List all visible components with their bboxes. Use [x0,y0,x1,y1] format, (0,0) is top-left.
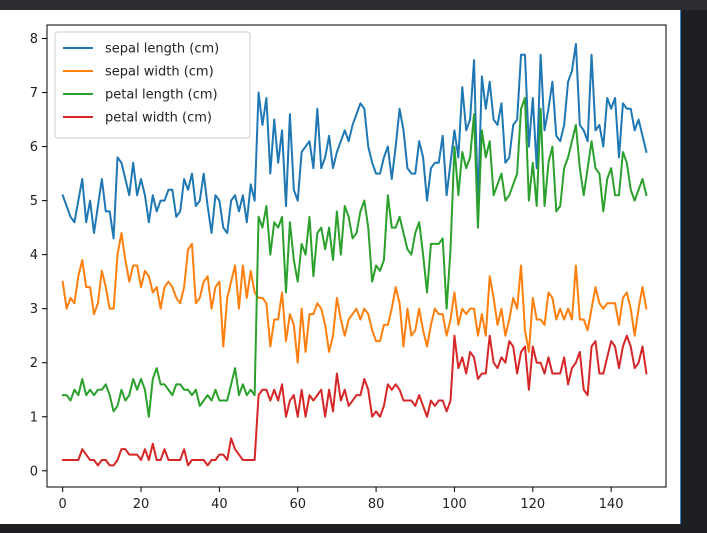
x-axis: 0 20 40 60 80 100 120 140 [59,487,624,512]
y-tick-label-7: 7 [30,86,38,101]
x-tick-label-5: 100 [442,497,467,512]
legend-label-2: petal length (cm) [105,88,218,103]
legend-label-1: sepal width (cm) [105,65,214,80]
right-margin [681,10,707,533]
y-tick-label-5: 5 [30,194,38,209]
series-line-1 [61,232,648,364]
y-tick-label-0: 0 [30,464,38,479]
x-tick-label-6: 120 [520,497,545,512]
legend-label-0: sepal length (cm) [105,42,219,57]
x-tick-label-1: 20 [133,497,150,512]
x-tick-label-4: 80 [368,497,385,512]
y-tick-label-2: 2 [30,356,38,371]
x-tick-label-7: 140 [599,497,624,512]
y-tick-label-1: 1 [30,410,38,425]
y-tick-label-8: 8 [30,32,38,47]
x-tick-label-2: 40 [211,497,228,512]
legend-label-3: petal width (cm) [105,111,212,126]
x-tick-label-0: 0 [59,497,67,512]
legend: sepal length (cm) sepal width (cm) petal l… [54,31,251,139]
y-tick-label-6: 6 [30,140,38,155]
x-tick-label-3: 60 [289,497,306,512]
legend-box [54,31,251,139]
window-top-bar [0,0,707,10]
series-layer [61,42,648,467]
series-line-3 [61,334,648,467]
y-axis: 0 1 2 3 4 5 6 7 8 [30,32,47,479]
plot-frame [46,24,667,488]
series-line-2 [61,96,648,418]
y-tick-label-4: 4 [30,248,38,263]
y-tick-label-3: 3 [30,302,38,317]
bottom-margin [0,524,681,533]
series-line-0 [61,42,648,240]
